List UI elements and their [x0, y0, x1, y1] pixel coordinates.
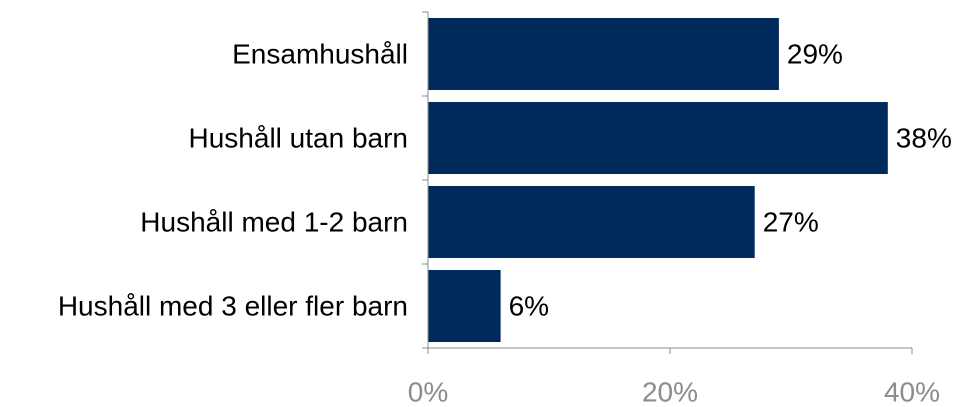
category-label-3: Hushåll med 1-2 barn [140, 207, 408, 238]
data-label-3: 27% [763, 207, 819, 238]
category-label-2: Hushåll utan barn [189, 123, 408, 154]
data-label-2: 38% [896, 123, 952, 154]
category-label-4: Hushåll med 3 eller fler barn [58, 291, 408, 322]
x-tick-label-2: 20% [642, 377, 698, 407]
data-label-1: 29% [787, 39, 843, 70]
category-label-1: Ensamhushåll [232, 39, 408, 70]
bar-4 [428, 270, 501, 342]
bars-layer [428, 18, 888, 342]
data-label-4: 6% [509, 291, 549, 322]
bar-3 [428, 186, 755, 258]
bar-2 [428, 102, 888, 174]
x-tick-label-3: 40% [884, 377, 940, 407]
x-tick-label-1: 0% [408, 377, 448, 407]
bar-1 [428, 18, 779, 90]
axes-layer [422, 11, 913, 354]
labels-layer: Ensamhushåll 29% Hushåll utan barn 38% Hushå… [58, 39, 952, 407]
